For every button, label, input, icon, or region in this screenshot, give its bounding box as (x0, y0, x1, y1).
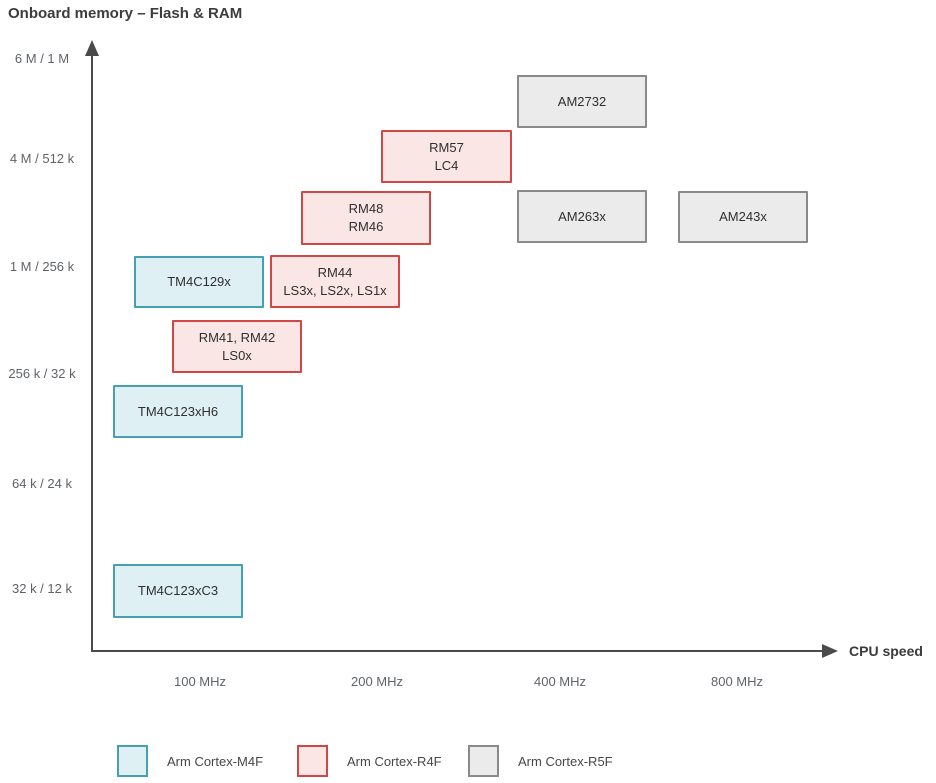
legend-swatch-r4f (297, 745, 328, 777)
device-box-label-line: RM57 (429, 139, 464, 155)
x-tick-label: 200 MHz (350, 674, 404, 689)
device-box-label-line: TM4C129x (167, 274, 231, 290)
device-box-label-line: RM44 (317, 264, 353, 280)
y-tick-label: 32 k / 12 k (12, 581, 72, 596)
legend-swatch-r5f (468, 745, 499, 777)
x-tick-label: 100 MHz (173, 674, 227, 689)
device-box-am243x: AM243x (678, 191, 808, 243)
device-box-tm4c129x: TM4C129x (134, 256, 264, 308)
x-axis-label: CPU speed (849, 643, 923, 659)
legend-item-r5f: Arm Cortex-R5F (468, 744, 613, 778)
device-box-rm48: RM48 RM46 (301, 191, 431, 245)
y-tick-label: 6 M / 1 M (14, 51, 70, 66)
y-tick-label: 64 k / 24 k (12, 476, 72, 491)
y-tick-label: 256 k / 32 k (8, 366, 76, 381)
device-box-rm57: RM57 LC4 (381, 130, 512, 183)
device-box-label-line: RM46 (348, 219, 384, 234)
y-axis-line (91, 52, 93, 652)
device-box-rm41-rm42: RM41, RM42 LS0x (172, 320, 302, 373)
device-box-label-line: TM4C123xH6 (137, 403, 219, 419)
legend-label: Arm Cortex-M4F (167, 753, 264, 769)
device-box-label-line: AM2732 (557, 93, 607, 109)
y-tick-label: 4 M / 512 k (9, 151, 75, 166)
legend-swatch-m4f (117, 745, 148, 777)
device-box-label-line: RM48 (348, 201, 384, 217)
device-box-label-line: LS0x (222, 347, 252, 363)
device-box-label-line: RM41, RM42 (198, 329, 276, 345)
legend-label: Arm Cortex-R5F (518, 753, 613, 769)
device-box-am263x: AM263x (517, 190, 647, 243)
device-box-label-line: AM263x (558, 208, 606, 224)
device-box-tm4c123xh6: TM4C123xH6 (113, 385, 243, 438)
legend-label: Arm Cortex-R4F (347, 753, 442, 769)
device-box-label-line: TM4C123xC3 (137, 583, 219, 599)
device-box-tm4c123xc3: TM4C123xC3 (113, 564, 243, 618)
y-axis-arrowhead-icon (85, 40, 99, 56)
device-box-am2732: AM2732 (517, 75, 647, 128)
x-tick-label: 400 MHz (533, 674, 587, 689)
device-box-label-line: AM243x (719, 209, 767, 225)
chart-title: Onboard memory – Flash & RAM (8, 5, 243, 22)
x-axis-line (91, 650, 823, 652)
device-box-label-line: LC4 (434, 157, 459, 173)
x-tick-label: 800 MHz (710, 674, 764, 689)
device-box-label-line: LS3x, LS2x, LS1x (283, 282, 387, 298)
y-tick-label: 1 M / 256 k (9, 259, 75, 274)
legend-item-r4f: Arm Cortex-R4F (297, 744, 442, 778)
legend-item-m4f: Arm Cortex-M4F (117, 744, 263, 778)
x-axis-arrowhead-icon (822, 644, 838, 658)
device-box-rm44: RM44 LS3x, LS2x, LS1x (270, 255, 400, 308)
